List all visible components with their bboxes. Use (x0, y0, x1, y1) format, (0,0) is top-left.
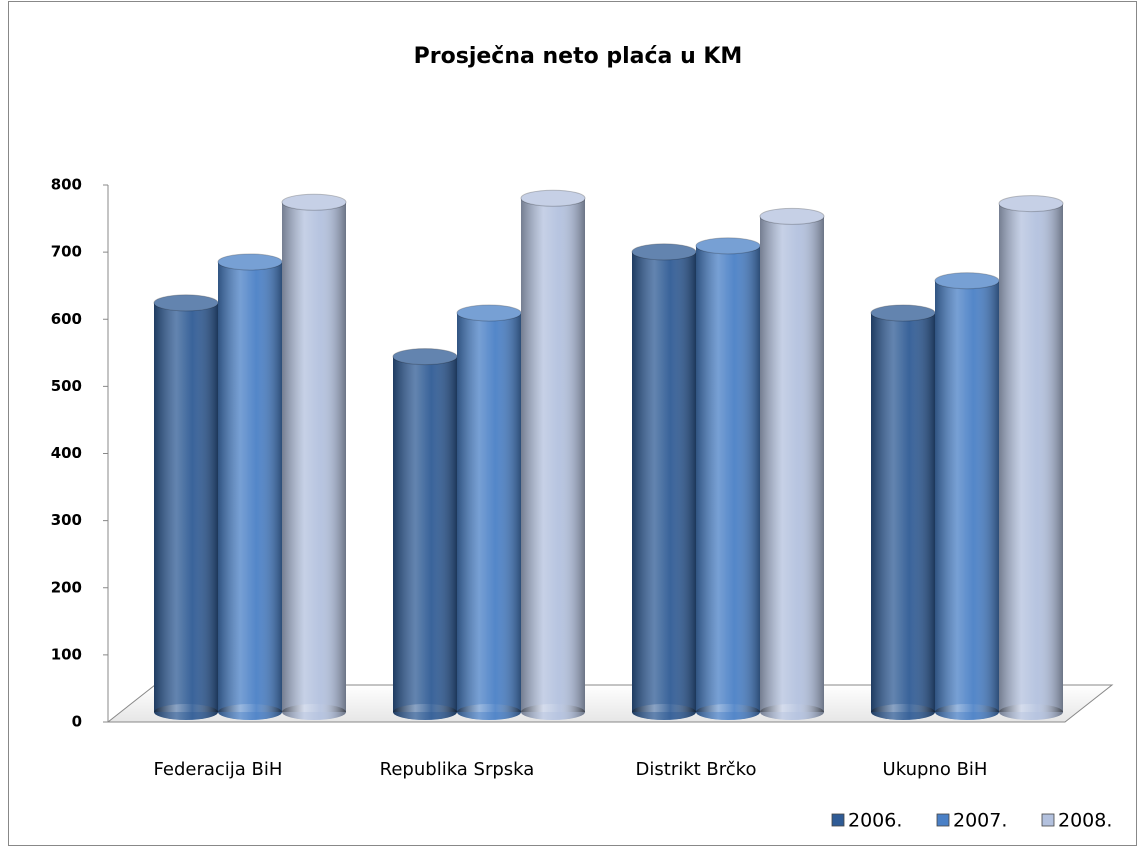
bar-shading (282, 202, 346, 712)
y-tick-label: 300 (51, 511, 82, 529)
bar-top-highlight (218, 253, 282, 270)
bar-top-highlight (154, 294, 218, 311)
bar-base-shade (154, 704, 218, 720)
bar-top (998, 195, 1064, 213)
bar-shading (457, 312, 521, 712)
bar-base-shade (457, 704, 521, 720)
y-tick-label: 600 (51, 310, 82, 328)
bar-base-shade (871, 704, 935, 720)
bar-base-shade (935, 704, 999, 720)
bar-shading (393, 356, 457, 712)
legend-swatch (831, 813, 845, 827)
chart-title: Prosječna neto plaća u KM (414, 44, 743, 69)
bar-top-highlight (696, 237, 760, 254)
bar-top-highlight (935, 272, 999, 289)
bar-shading (521, 198, 585, 712)
y-tick-label: 200 (51, 578, 82, 596)
bar-top-highlight (457, 304, 521, 321)
bar-top-highlight (282, 194, 346, 211)
y-tick-label: 0 (72, 713, 82, 731)
x-tick-label: Ukupno BiH (883, 759, 988, 780)
bar-base-shade (760, 704, 824, 720)
legend-label: 2007. (953, 810, 1007, 832)
y-tick-label: 700 (51, 243, 82, 261)
bar-shading (218, 261, 282, 712)
bar-shading (871, 312, 935, 712)
x-tick-label: Federacija BiH (154, 759, 283, 780)
y-tick-label: 400 (51, 444, 82, 462)
bar-top-highlight (393, 348, 457, 365)
bar-shading (935, 280, 999, 712)
legend-label: 2008. (1058, 810, 1112, 832)
bar-shading (696, 245, 760, 712)
bar-top-highlight (632, 243, 696, 260)
bar-top-highlight (521, 190, 585, 207)
y-tick-label: 800 (51, 176, 82, 194)
bar-base-shade (696, 704, 760, 720)
bar-top-highlight (871, 304, 935, 321)
bar-shading (632, 251, 696, 712)
bar-top-highlight (999, 195, 1063, 212)
bar-base-shade (393, 704, 457, 720)
x-tick-label: Distrikt Brčko (636, 759, 757, 780)
bar-shading (999, 203, 1063, 712)
x-tick-label: Republika Srpska (380, 759, 535, 780)
legend-label: 2006. (848, 810, 902, 832)
bar-base-shade (218, 704, 282, 720)
bar-base-shade (521, 704, 585, 720)
bar-base-shade (999, 704, 1063, 720)
legend-swatch (1041, 813, 1055, 827)
y-tick-label: 500 (51, 377, 82, 395)
bar-shading (154, 302, 218, 712)
bar-base-shade (282, 704, 346, 720)
legend-swatch (936, 813, 950, 827)
bar-top (520, 189, 586, 207)
floor (106, 684, 1114, 723)
bar-shading (760, 216, 824, 712)
bar-top-highlight (760, 208, 824, 225)
bar-top (759, 207, 825, 225)
y-tick-label: 100 (51, 645, 82, 663)
bar-base-shade (632, 704, 696, 720)
bar-top (281, 193, 347, 211)
